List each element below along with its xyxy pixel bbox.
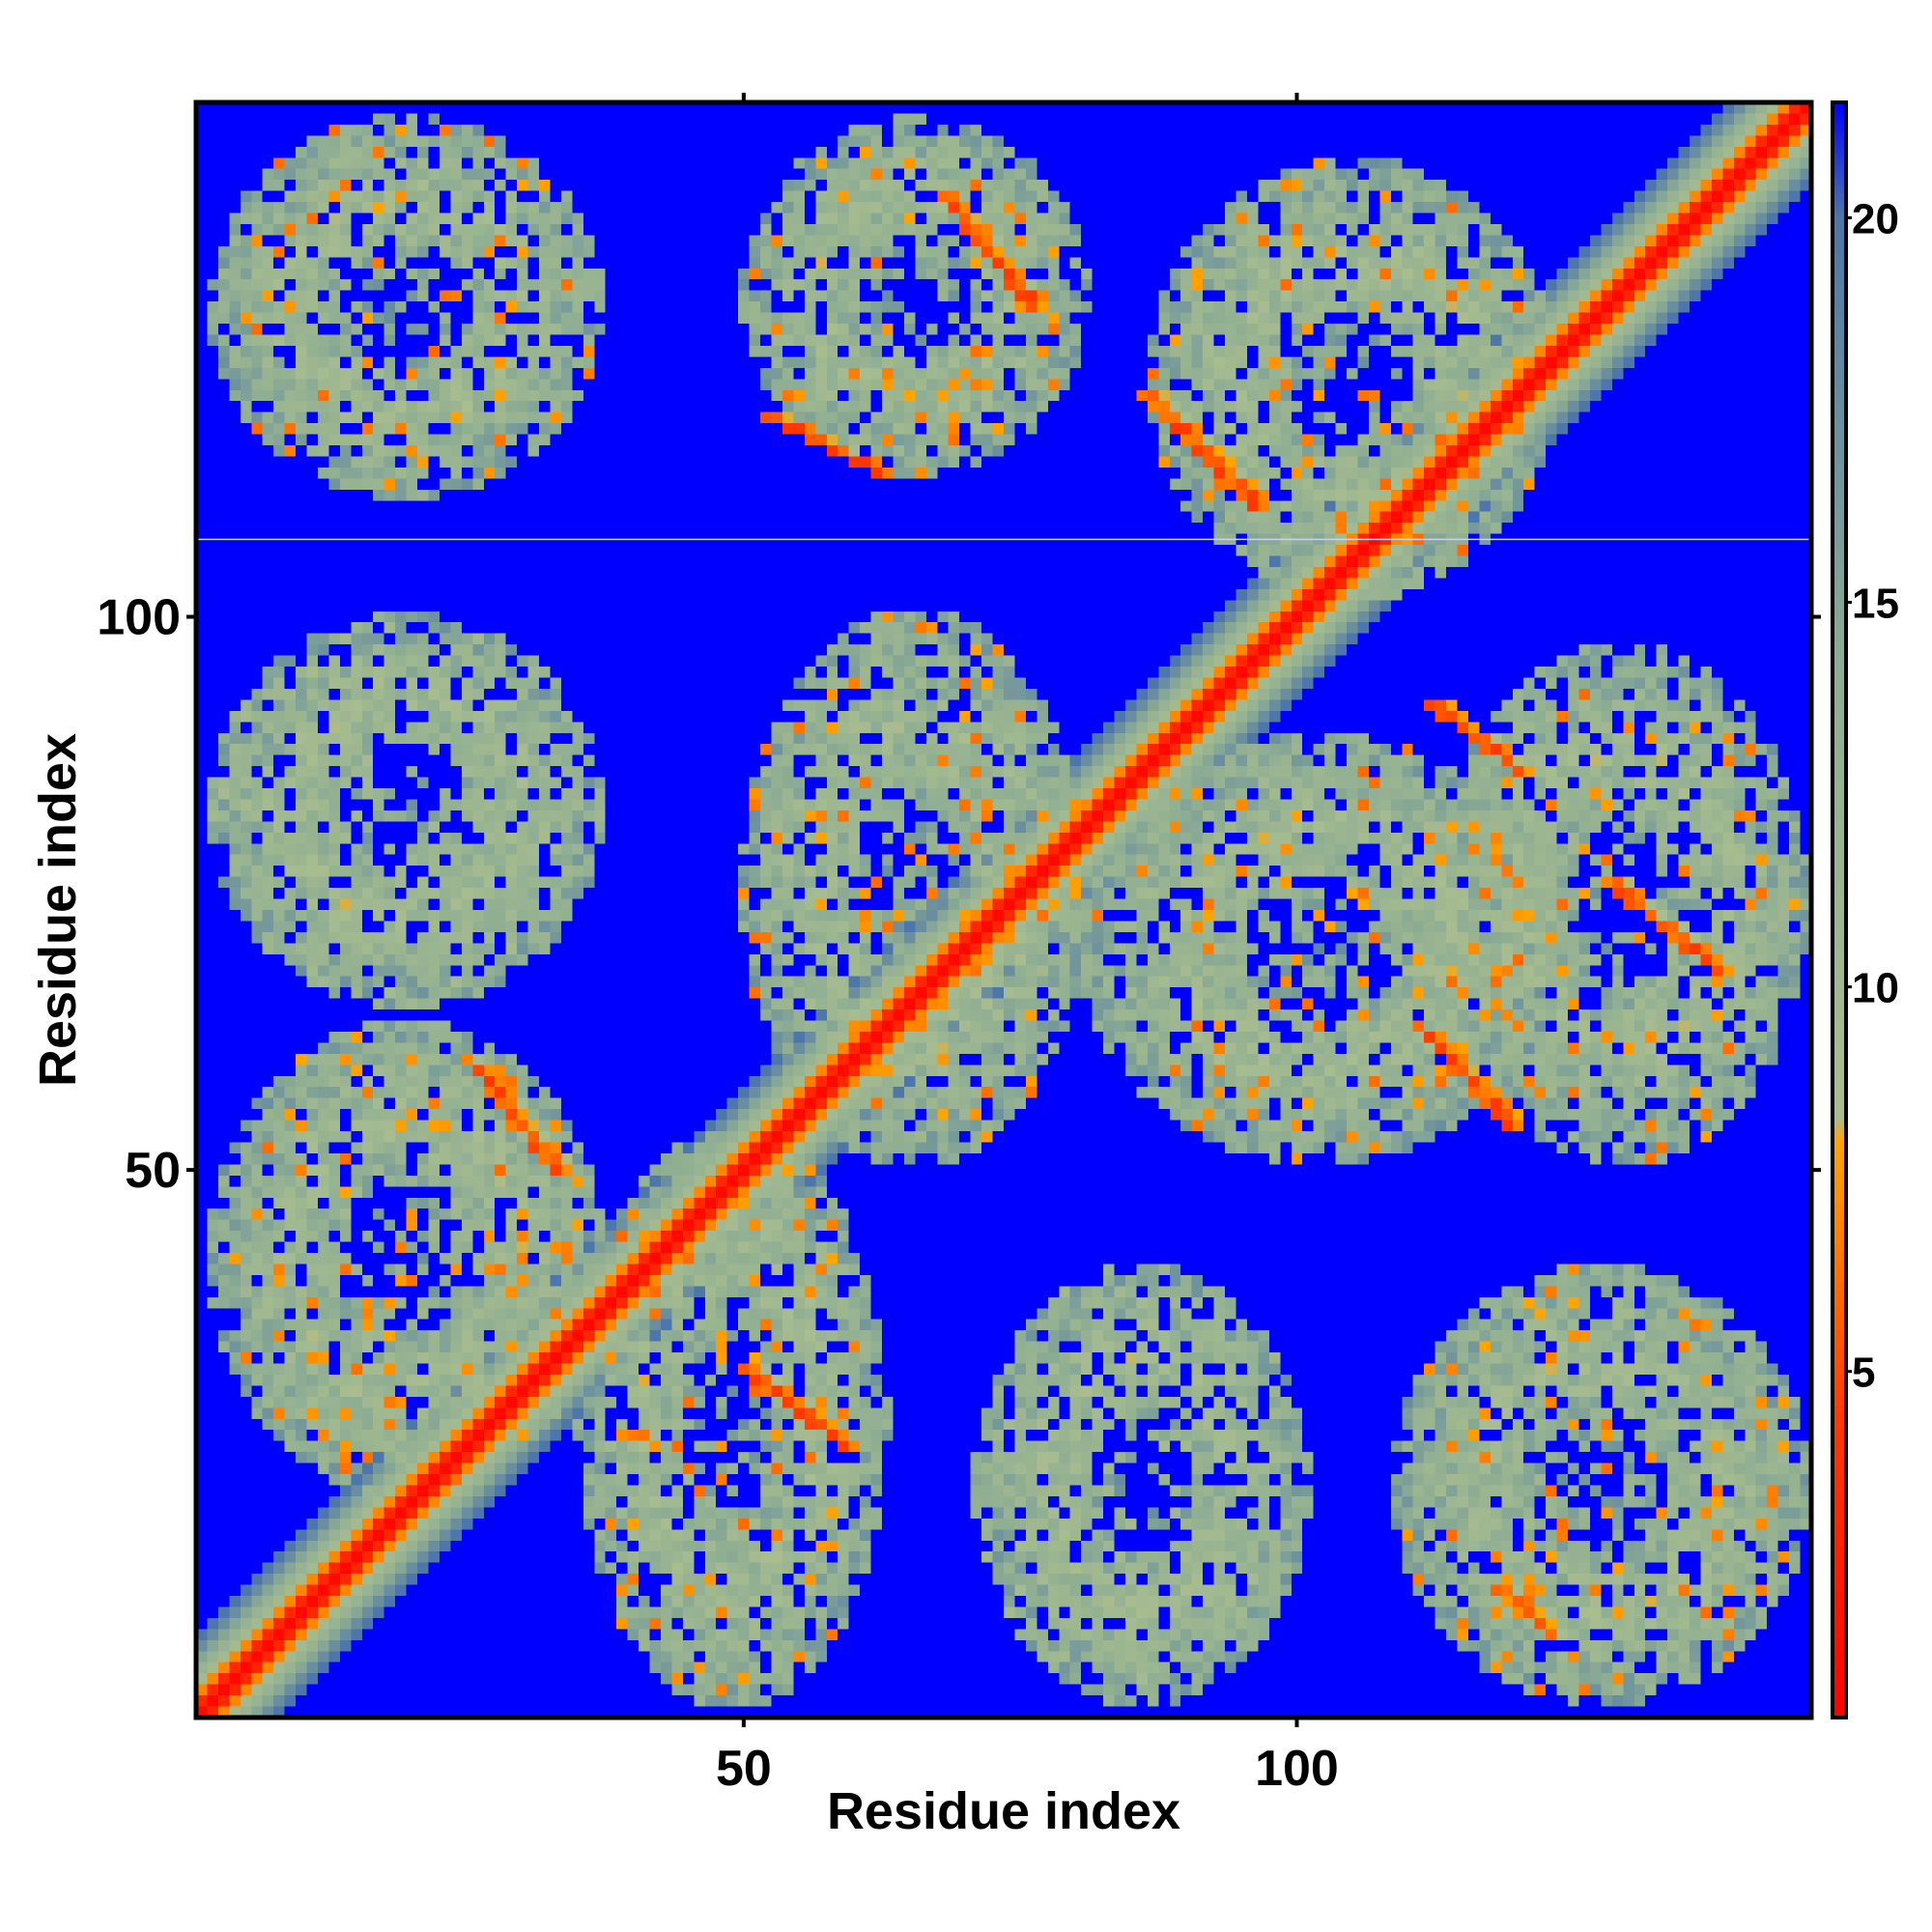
colorbar-tick-label: 10 bbox=[1852, 965, 1899, 1012]
y-axis-title: Residue index bbox=[29, 733, 87, 1087]
colorbar-tick-label: 15 bbox=[1852, 581, 1899, 628]
y-tick-label: 50 bbox=[125, 1143, 181, 1199]
x-axis: 50 100 bbox=[716, 93, 1339, 1797]
x-tick-label: 50 bbox=[716, 1741, 772, 1797]
contact-map-heatmap bbox=[196, 102, 1811, 1718]
y-axis: 50 100 bbox=[97, 590, 1821, 1199]
y-tick-label: 100 bbox=[97, 590, 181, 646]
x-tick-label: 100 bbox=[1255, 1741, 1339, 1797]
colorbar-tick-label: 5 bbox=[1852, 1350, 1875, 1397]
colorbar: 5 10 15 20 bbox=[1831, 100, 1899, 1719]
x-axis-title: Residue index bbox=[827, 1782, 1180, 1840]
colorbar-gradient bbox=[1831, 100, 1848, 1719]
plot-frame bbox=[193, 99, 1814, 1720]
colorbar-tick-label: 20 bbox=[1852, 195, 1899, 242]
